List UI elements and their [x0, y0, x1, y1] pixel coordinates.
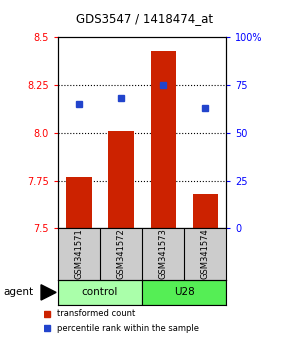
Text: GSM341573: GSM341573	[159, 229, 168, 279]
Bar	[66, 177, 92, 228]
Bar	[151, 51, 176, 228]
Bar	[58, 280, 142, 305]
Text: U28: U28	[174, 287, 195, 297]
Text: GDS3547 / 1418474_at: GDS3547 / 1418474_at	[77, 12, 213, 25]
Text: agent: agent	[3, 287, 33, 297]
Bar	[108, 131, 134, 228]
Text: control: control	[82, 287, 118, 297]
Text: transformed count: transformed count	[57, 309, 135, 319]
Bar	[142, 280, 226, 305]
Text: GSM341574: GSM341574	[201, 229, 210, 279]
Polygon shape	[41, 285, 56, 300]
Text: GSM341572: GSM341572	[117, 229, 126, 279]
Bar	[193, 194, 218, 228]
Text: percentile rank within the sample: percentile rank within the sample	[57, 324, 199, 333]
Text: GSM341571: GSM341571	[75, 229, 84, 279]
